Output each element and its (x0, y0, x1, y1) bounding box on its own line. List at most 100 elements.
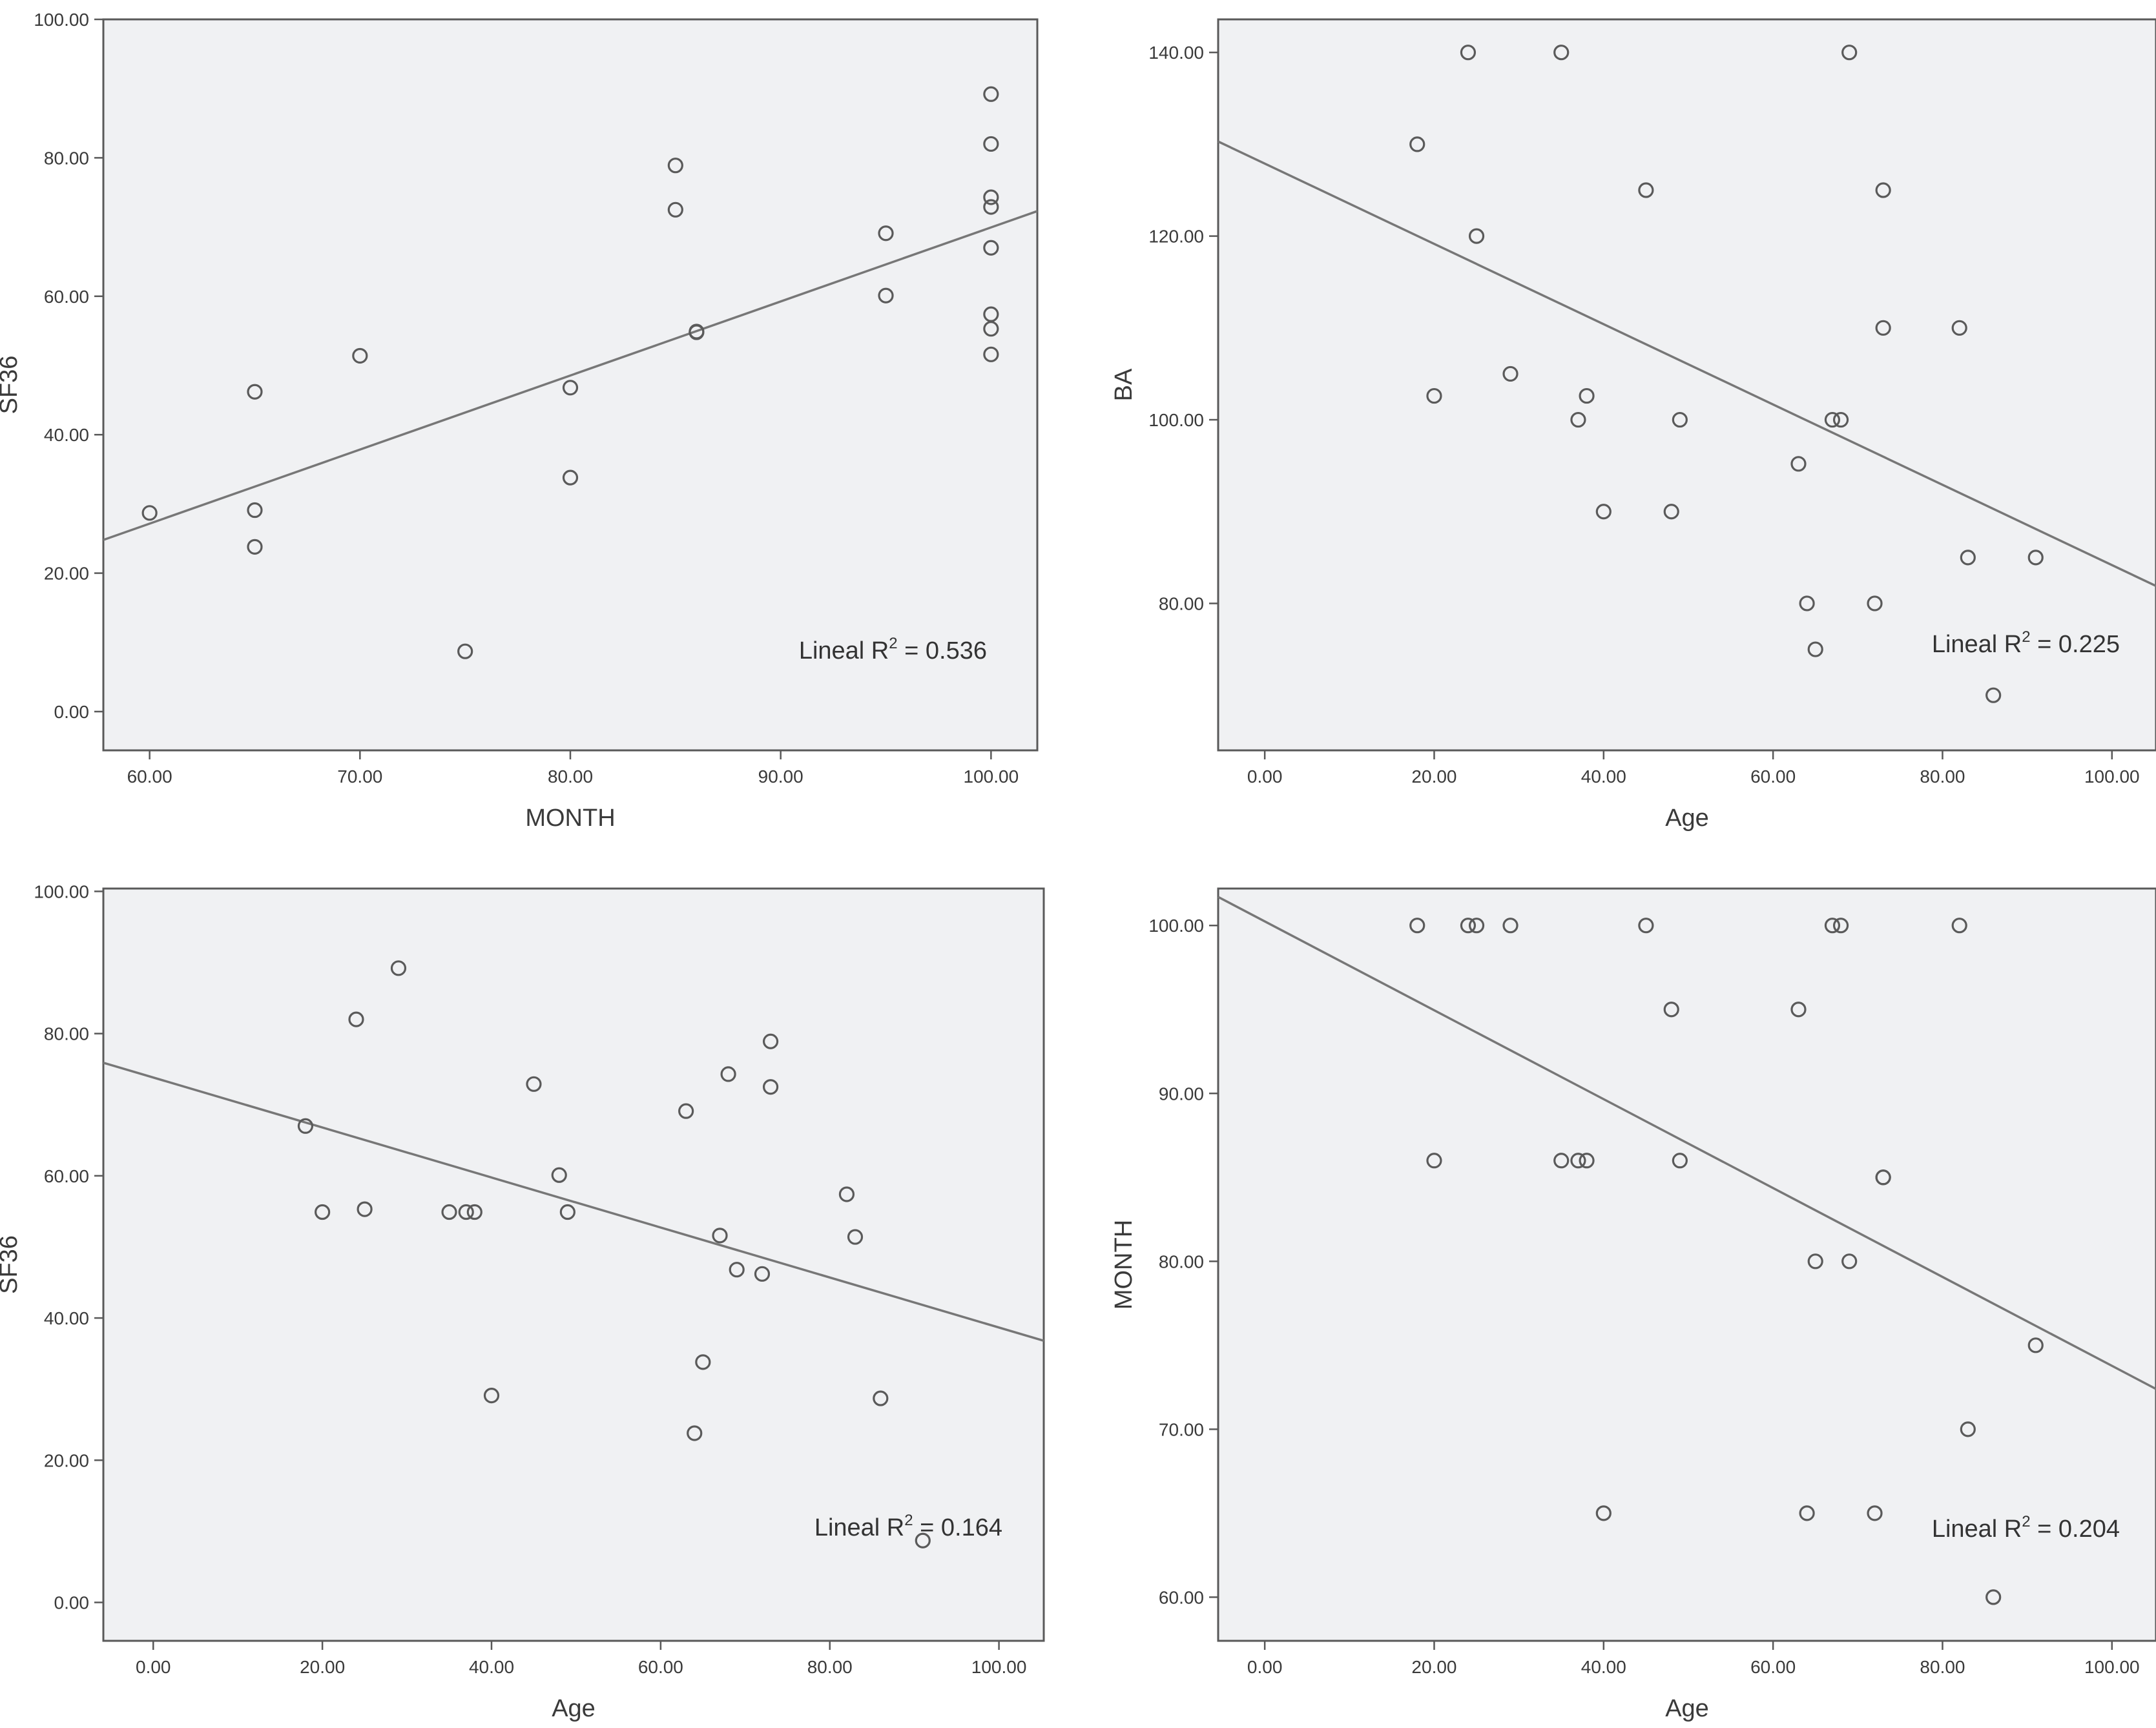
data-point-1-21 (1951, 320, 1967, 336)
data-point-1-17 (1841, 45, 1858, 61)
plot-area-0-sf36-vs-month (102, 18, 1039, 752)
data-point-1-18 (1867, 595, 1883, 612)
data-point-3-6 (1570, 1153, 1586, 1169)
y-tick-label-0-1: 20.00 (44, 564, 89, 584)
x-tick-label-1-0: 0.00 (1247, 766, 1283, 787)
data-point-1-3 (1468, 228, 1485, 244)
x-tick-label-3-1: 20.00 (1411, 1657, 1456, 1677)
data-point-2-1 (315, 1204, 331, 1220)
data-point-3-2 (1460, 918, 1477, 934)
plot-area-1-ba-vs-age (1217, 18, 2156, 752)
x-tick-label-3-2: 40.00 (1581, 1657, 1626, 1677)
y-tick-label-2-3: 60.00 (44, 1166, 89, 1186)
fit-line-2-sf36-vs-age (103, 1062, 1044, 1342)
data-point-2-7 (466, 1204, 482, 1220)
x-tick-label-0-4: 100.00 (964, 766, 1019, 787)
data-point-3-9 (1638, 918, 1654, 934)
data-point-3-22 (1960, 1421, 1976, 1437)
data-point-2-3 (357, 1201, 373, 1217)
x-tick-label-1-1: 20.00 (1411, 766, 1456, 787)
data-point-1-19 (1875, 182, 1891, 198)
x-axis-title-1-ba-vs-age: Age (1665, 805, 1709, 832)
data-point-2-22 (847, 1229, 864, 1245)
data-point-0-16 (983, 189, 999, 205)
data-point-3-0 (1409, 918, 1425, 934)
data-point-3-11 (1672, 1153, 1688, 1169)
data-point-1-24 (2027, 550, 2044, 566)
x-tick-label-2-5: 100.00 (971, 1657, 1027, 1677)
data-point-1-14 (1807, 641, 1823, 657)
r2-annotation-0-sf36-vs-month: Lineal R2 = 0.536 (799, 635, 987, 664)
x-tick-label-3-4: 80.00 (1920, 1657, 1965, 1677)
data-point-3-10 (1663, 1002, 1679, 1018)
data-point-0-20 (983, 321, 999, 337)
data-point-0-12 (878, 225, 894, 242)
x-tick-label-0-0: 60.00 (127, 766, 172, 787)
r2-annotation-2-sf36-vs-age: Lineal R2 = 0.164 (814, 1512, 1002, 1541)
data-point-1-4 (1502, 365, 1519, 382)
data-point-2-23 (873, 1390, 889, 1406)
data-point-3-8 (1595, 1505, 1612, 1521)
fit-line-1-ba-vs-age (1218, 140, 2156, 588)
data-point-0-4 (352, 347, 368, 364)
data-point-3-20 (1875, 1169, 1891, 1186)
data-point-3-16 (1832, 918, 1849, 934)
y-tick-label-0-4: 80.00 (44, 148, 89, 168)
data-point-3-13 (1799, 1505, 1815, 1521)
y-axis-title-0-sf36-vs-month: SF36 (0, 356, 23, 415)
y-tick-label-2-1: 20.00 (44, 1450, 89, 1470)
data-point-2-20 (762, 1079, 779, 1095)
data-point-2-21 (838, 1186, 855, 1202)
data-point-1-5 (1553, 45, 1570, 61)
y-tick-label-3-1: 70.00 (1159, 1419, 1204, 1439)
data-point-2-16 (720, 1066, 736, 1082)
data-point-2-17 (729, 1262, 745, 1278)
data-point-1-16 (1832, 411, 1849, 428)
y-tick-label-1-0: 80.00 (1159, 593, 1204, 613)
data-point-2-4 (390, 960, 407, 976)
data-point-0-15 (983, 136, 999, 152)
data-point-2-13 (687, 1425, 703, 1441)
data-point-2-6 (458, 1204, 474, 1220)
data-point-0-13 (878, 287, 894, 303)
data-point-1-12 (1790, 456, 1807, 472)
data-point-0-11 (689, 324, 705, 340)
x-tick-label-2-1: 20.00 (300, 1657, 345, 1677)
y-tick-label-2-2: 40.00 (44, 1308, 89, 1328)
data-point-0-17 (983, 199, 999, 215)
data-point-1-23 (1985, 687, 2002, 703)
data-point-3-1 (1426, 1153, 1442, 1169)
data-point-3-21 (1951, 918, 1967, 934)
x-tick-label-1-2: 40.00 (1581, 766, 1626, 787)
data-point-0-6 (562, 380, 579, 396)
y-tick-label-0-0: 0.00 (54, 702, 90, 722)
data-point-2-8 (483, 1388, 500, 1404)
data-point-2-9 (526, 1076, 542, 1092)
data-point-1-1 (1426, 387, 1442, 404)
data-point-3-23 (1985, 1589, 2002, 1605)
data-point-3-24 (2027, 1337, 2044, 1353)
data-point-0-8 (667, 158, 683, 174)
scatter-panel-sf36-vs-age: 0.00 20.00 40.00 60.00 80.00 100.00 0.00 20.00 4… (0, 881, 1045, 1722)
plot-area-2-sf36-vs-age (102, 887, 1045, 1642)
x-axis-title-3-month-vs-age: Age (1665, 1695, 1709, 1722)
data-point-3-5 (1553, 1153, 1570, 1169)
data-point-1-22 (1960, 550, 1976, 566)
x-tick-label-3-0: 0.00 (1247, 1657, 1283, 1677)
y-tick-label-1-2: 120.00 (1148, 227, 1204, 247)
x-tick-label-1-4: 80.00 (1920, 766, 1965, 787)
scatter-panel-sf36-vs-month: 60.00 70.00 80.00 90.00 100.00 0.00 20.00 40.00… (0, 10, 1039, 832)
r2-annotation-3-month-vs-age: Lineal R2 = 0.204 (1932, 1513, 2120, 1543)
data-point-1-11 (1672, 411, 1688, 428)
y-tick-label-1-1: 100.00 (1148, 410, 1204, 430)
x-tick-label-2-2: 40.00 (469, 1657, 514, 1677)
x-tick-label-2-4: 80.00 (807, 1657, 853, 1677)
x-tick-label-0-1: 70.00 (337, 766, 382, 787)
y-tick-label-2-5: 100.00 (34, 881, 89, 901)
y-axis-title-3-month-vs-age: MONTH (1110, 1220, 1137, 1310)
x-tick-label-1-5: 100.00 (2084, 766, 2140, 787)
data-point-3-14 (1807, 1253, 1823, 1270)
data-point-2-24 (915, 1532, 931, 1548)
data-point-2-5 (441, 1204, 457, 1220)
data-point-2-0 (297, 1118, 314, 1134)
